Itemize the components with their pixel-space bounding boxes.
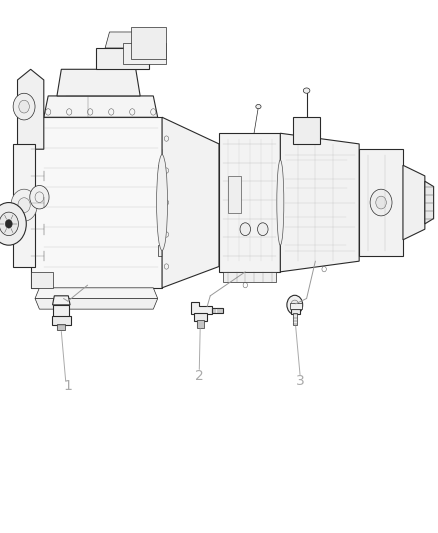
Polygon shape: [158, 245, 175, 256]
Circle shape: [0, 203, 26, 245]
Polygon shape: [53, 296, 70, 305]
Polygon shape: [191, 302, 212, 314]
Circle shape: [5, 220, 12, 228]
Polygon shape: [194, 313, 207, 321]
Text: 1: 1: [64, 379, 72, 393]
Polygon shape: [35, 298, 158, 309]
Ellipse shape: [277, 160, 284, 245]
Circle shape: [240, 223, 251, 236]
Circle shape: [20, 166, 28, 175]
Polygon shape: [162, 117, 219, 288]
Polygon shape: [158, 192, 175, 203]
Circle shape: [287, 295, 303, 314]
Polygon shape: [52, 316, 71, 325]
Polygon shape: [359, 149, 403, 256]
Circle shape: [0, 212, 18, 236]
Ellipse shape: [256, 104, 261, 109]
Circle shape: [11, 189, 37, 221]
Polygon shape: [18, 69, 44, 149]
Polygon shape: [35, 288, 158, 298]
Polygon shape: [13, 144, 35, 266]
Circle shape: [30, 185, 49, 209]
Circle shape: [15, 160, 33, 181]
Polygon shape: [131, 27, 166, 59]
Polygon shape: [403, 165, 425, 240]
Polygon shape: [57, 69, 140, 96]
Polygon shape: [31, 117, 162, 288]
Polygon shape: [290, 303, 302, 309]
Polygon shape: [219, 133, 280, 272]
Polygon shape: [425, 181, 434, 224]
Text: 3: 3: [296, 374, 304, 388]
Circle shape: [370, 189, 392, 216]
Polygon shape: [31, 272, 53, 288]
Polygon shape: [293, 117, 320, 144]
Circle shape: [18, 198, 30, 213]
Polygon shape: [280, 133, 359, 272]
Circle shape: [19, 100, 29, 113]
Circle shape: [291, 300, 299, 310]
Polygon shape: [158, 165, 175, 176]
Polygon shape: [123, 43, 166, 64]
Polygon shape: [293, 313, 297, 325]
Polygon shape: [228, 176, 241, 213]
Polygon shape: [212, 308, 223, 313]
Polygon shape: [197, 320, 204, 328]
Ellipse shape: [303, 88, 310, 93]
Ellipse shape: [157, 155, 167, 251]
Polygon shape: [53, 305, 69, 317]
Circle shape: [258, 223, 268, 236]
Polygon shape: [96, 48, 149, 69]
Polygon shape: [44, 96, 158, 117]
Text: 2: 2: [195, 369, 204, 383]
Polygon shape: [291, 309, 300, 314]
Polygon shape: [105, 32, 140, 48]
Circle shape: [13, 93, 35, 120]
Polygon shape: [158, 219, 175, 229]
Circle shape: [376, 196, 386, 209]
Polygon shape: [57, 324, 65, 330]
Polygon shape: [223, 272, 276, 282]
